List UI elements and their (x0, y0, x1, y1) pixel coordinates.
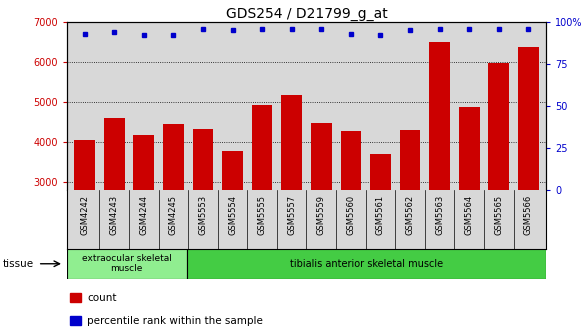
Bar (429, 42, 450, 190)
Bar (134, 135, 154, 190)
Text: GSM5563: GSM5563 (435, 195, 444, 235)
Text: GSM5565: GSM5565 (494, 195, 503, 235)
Text: GSM5560: GSM5560 (346, 195, 356, 235)
Text: GSM5561: GSM5561 (376, 195, 385, 235)
Bar (281, 95, 302, 190)
Text: GSM5559: GSM5559 (317, 195, 326, 235)
Title: GDS254 / D21799_g_at: GDS254 / D21799_g_at (225, 7, 388, 21)
Text: GSM5562: GSM5562 (406, 195, 414, 235)
Bar (104, 118, 124, 190)
Bar (192, 129, 213, 190)
Bar (70, 316, 81, 325)
Bar (252, 104, 272, 190)
Text: GSM5557: GSM5557 (287, 195, 296, 235)
Bar (518, 47, 539, 190)
Text: tibialis anterior skeletal muscle: tibialis anterior skeletal muscle (290, 259, 443, 269)
Text: extraocular skeletal
muscle: extraocular skeletal muscle (82, 254, 171, 274)
Bar (370, 154, 391, 190)
Text: GSM5554: GSM5554 (228, 195, 237, 235)
Bar (340, 131, 361, 190)
Bar (222, 152, 243, 190)
Text: GSM4244: GSM4244 (139, 195, 148, 235)
Text: tissue: tissue (3, 259, 34, 269)
Bar (74, 140, 95, 190)
Bar (70, 293, 81, 302)
Text: GSM5566: GSM5566 (524, 195, 533, 235)
Text: GSM4243: GSM4243 (110, 195, 119, 235)
Text: GSM5555: GSM5555 (257, 195, 267, 235)
Bar (311, 123, 332, 190)
Text: GSM4242: GSM4242 (80, 195, 89, 235)
Bar (163, 124, 184, 190)
Text: GSM4245: GSM4245 (169, 195, 178, 235)
Bar (459, 108, 479, 190)
Bar (67, 249, 187, 279)
Bar (400, 130, 421, 190)
Bar (489, 64, 509, 190)
Text: GSM5564: GSM5564 (465, 195, 474, 235)
Text: count: count (87, 293, 116, 303)
Text: GSM5553: GSM5553 (199, 195, 207, 235)
Text: percentile rank within the sample: percentile rank within the sample (87, 316, 263, 326)
Bar (187, 249, 546, 279)
